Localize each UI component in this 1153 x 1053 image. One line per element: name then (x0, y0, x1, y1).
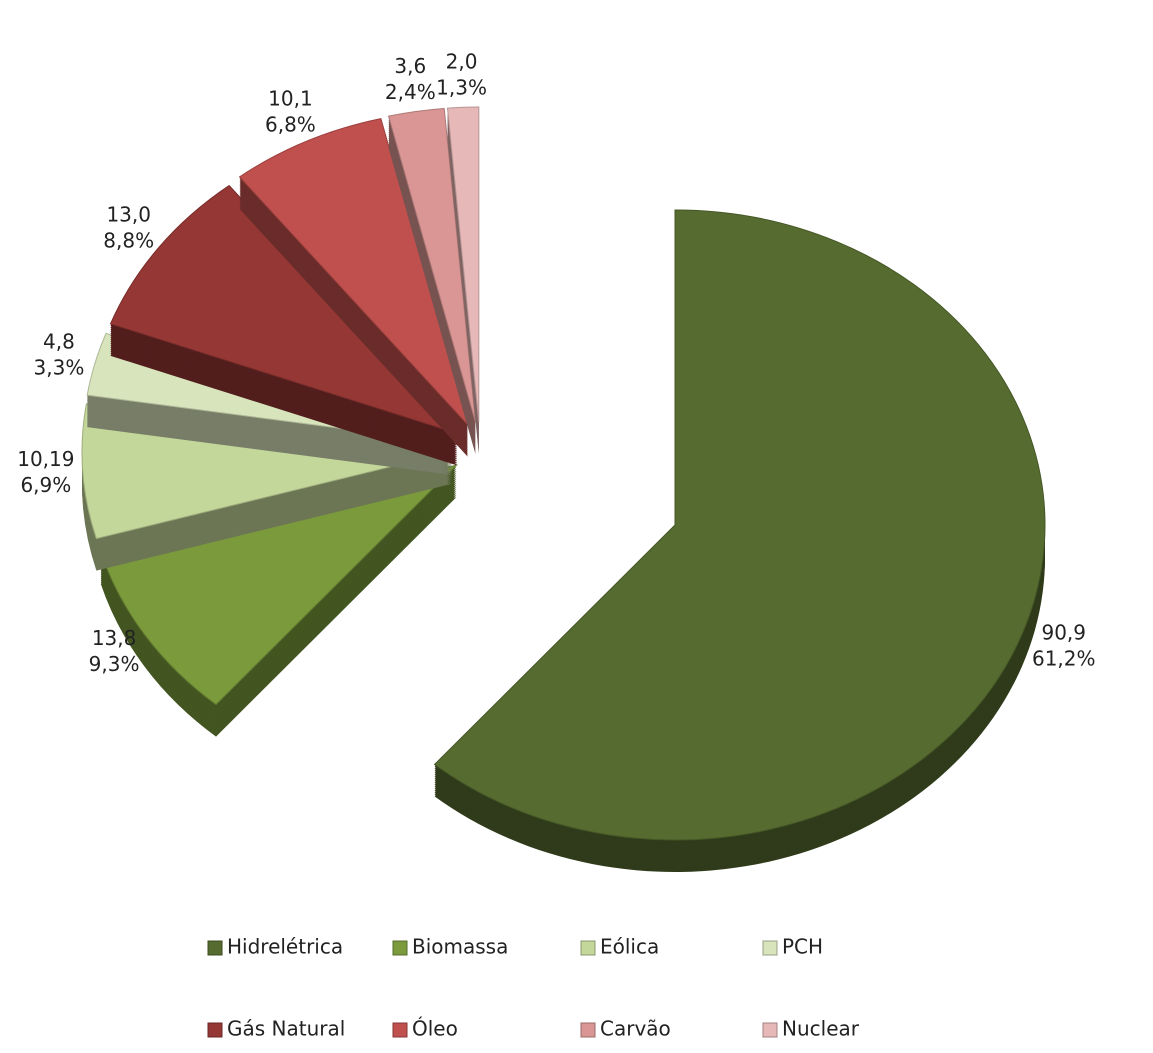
value-label: 10,19 (17, 447, 74, 471)
percentage-label: 2,4% (385, 80, 436, 104)
percentage-label: 61,2% (1032, 647, 1096, 671)
legend-label: PCH (782, 935, 823, 959)
value-label: 3,6 (394, 54, 426, 78)
legend-swatch (580, 1022, 596, 1038)
legend-swatch (762, 1022, 778, 1038)
legend-label: Gás Natural (227, 1017, 345, 1041)
value-label: 13,0 (106, 203, 151, 227)
legend-label: Nuclear (782, 1017, 860, 1041)
legend-label: Óleo (412, 1017, 458, 1041)
legend-label: Carvão (600, 1017, 671, 1041)
legend-label: Eólica (600, 935, 659, 959)
percentage-label: 3,3% (34, 355, 85, 379)
slice (446, 106, 480, 423)
legend-swatch (580, 940, 596, 956)
legend-swatch (207, 1022, 223, 1038)
legend-swatch (392, 940, 408, 956)
value-label: 10,1 (268, 86, 313, 110)
value-label: 13,8 (92, 626, 137, 650)
legend-swatch (207, 940, 223, 956)
percentage-label: 1,3% (436, 75, 487, 99)
slice (387, 107, 477, 423)
slice (238, 118, 469, 426)
legend-swatch (392, 1022, 408, 1038)
percentage-label: 6,8% (265, 112, 316, 136)
legend-label: Biomassa (412, 935, 508, 959)
percentage-label: 9,3% (89, 652, 140, 676)
legend-swatch (762, 940, 778, 956)
slice (109, 184, 460, 435)
slice (433, 209, 1046, 841)
percentage-label: 8,8% (103, 229, 154, 253)
legend-label: Hidrelétrica (227, 935, 343, 959)
value-label: 90,9 (1041, 621, 1086, 645)
percentage-label: 6,9% (20, 473, 71, 497)
value-label: 4,8 (43, 329, 75, 353)
value-label: 2,0 (446, 49, 478, 73)
